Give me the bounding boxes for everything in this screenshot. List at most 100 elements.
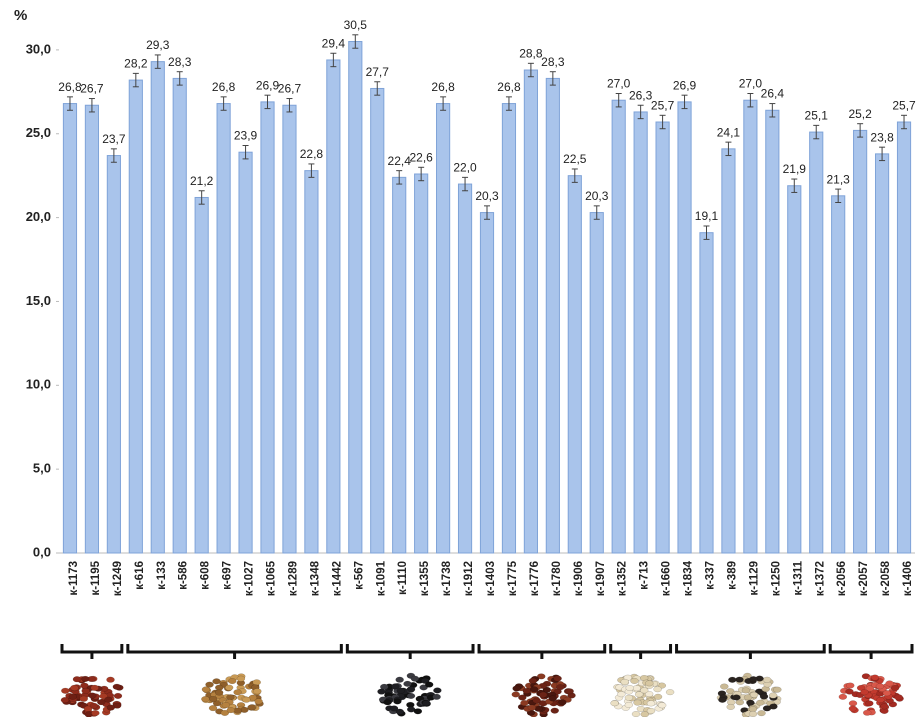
bar (62, 103, 78, 554)
seed (550, 707, 560, 714)
x-tick-label: к-586 (178, 561, 190, 590)
seed (106, 704, 116, 711)
seed (104, 696, 113, 703)
error-bar (857, 123, 864, 138)
group-bracket (126, 644, 343, 659)
seed (80, 675, 90, 682)
error-bar (110, 148, 117, 163)
error-bar (505, 96, 512, 111)
error-bar (352, 34, 359, 49)
bar (611, 99, 626, 554)
seed (762, 676, 772, 683)
bar (567, 175, 582, 554)
data-label: 28,8 (519, 46, 543, 60)
seed (882, 690, 892, 697)
seed (743, 694, 753, 701)
seed (880, 703, 889, 710)
seed (518, 694, 527, 701)
error-bar (549, 71, 556, 86)
seed (413, 708, 423, 715)
data-label: 23,9 (234, 129, 258, 143)
seed (556, 684, 565, 691)
data-label: 22,4 (388, 154, 412, 168)
data-label: 21,9 (783, 162, 807, 176)
error-bar (725, 141, 732, 157)
x-tick-label: к-1660 (661, 561, 673, 596)
x-tick-label: к-1129 (748, 561, 760, 596)
error-bar (286, 98, 293, 113)
seed (633, 699, 642, 706)
seed (860, 689, 869, 696)
data-label: 22,8 (300, 147, 324, 161)
data-label: 26,9 (256, 78, 280, 92)
error-bar (220, 96, 227, 111)
error-bar (593, 205, 600, 220)
y-tick-label: 15,0 (26, 293, 51, 308)
error-bar (791, 178, 798, 193)
seed (432, 693, 441, 700)
seed (228, 678, 237, 685)
data-label: 29,4 (322, 36, 346, 50)
seed (845, 688, 854, 695)
seed (403, 680, 412, 687)
seed (242, 696, 251, 703)
seed (224, 684, 234, 691)
x-tick-label: к-1027 (244, 561, 256, 596)
error-bar (813, 124, 820, 140)
error-bar (527, 62, 534, 78)
x-tick-label: к-1352 (617, 561, 629, 596)
group-bracket (477, 644, 607, 659)
seed (70, 684, 79, 691)
data-label: 20,3 (475, 189, 499, 203)
error-bar (681, 94, 688, 110)
seed (640, 711, 650, 717)
seed (112, 683, 122, 690)
seed (725, 688, 735, 695)
data-label: 25,1 (805, 109, 829, 123)
seed (558, 699, 567, 706)
error-bar (440, 96, 447, 111)
data-label: 24,1 (717, 125, 741, 139)
seed (748, 710, 758, 717)
bar (414, 173, 429, 554)
bar (589, 212, 604, 554)
bar (896, 121, 912, 554)
group-bracket (675, 644, 826, 659)
data-label: 27,7 (366, 65, 390, 79)
seed (634, 691, 644, 698)
bar (501, 103, 517, 554)
seed (624, 694, 634, 701)
bar (348, 41, 363, 554)
seed (620, 678, 630, 685)
seed (208, 695, 218, 703)
seed (735, 676, 744, 683)
x-tick-label: к-389 (726, 561, 738, 590)
data-label: 26,7 (278, 82, 302, 96)
bar (479, 212, 495, 554)
seed (749, 691, 759, 698)
seed (253, 688, 262, 695)
seed (68, 693, 78, 700)
data-label: 26,3 (629, 88, 653, 102)
seed (201, 686, 211, 693)
y-axis-label: % (14, 7, 27, 24)
bar (743, 99, 758, 554)
error-bar (901, 114, 908, 130)
x-tick-label: к-1289 (287, 561, 299, 596)
seed-image (511, 673, 576, 717)
seed (220, 709, 230, 716)
x-tick-label: к-133 (156, 561, 168, 590)
bar (655, 121, 670, 554)
error-bar (615, 93, 622, 108)
seed (520, 700, 529, 707)
seed (396, 687, 406, 694)
x-tick-label: к-2057 (858, 561, 870, 596)
seed (665, 689, 675, 696)
x-tick-label: к-1195 (90, 560, 102, 595)
seed (205, 681, 214, 688)
data-label: 21,3 (826, 172, 850, 186)
seed (233, 689, 242, 696)
data-label: 26,8 (212, 80, 236, 94)
error-bar (703, 225, 710, 240)
